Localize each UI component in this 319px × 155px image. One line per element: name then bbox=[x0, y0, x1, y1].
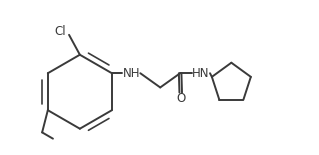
Text: Cl: Cl bbox=[55, 25, 66, 38]
Text: NH: NH bbox=[122, 67, 140, 80]
Text: HN: HN bbox=[192, 67, 210, 80]
Text: O: O bbox=[176, 92, 185, 105]
